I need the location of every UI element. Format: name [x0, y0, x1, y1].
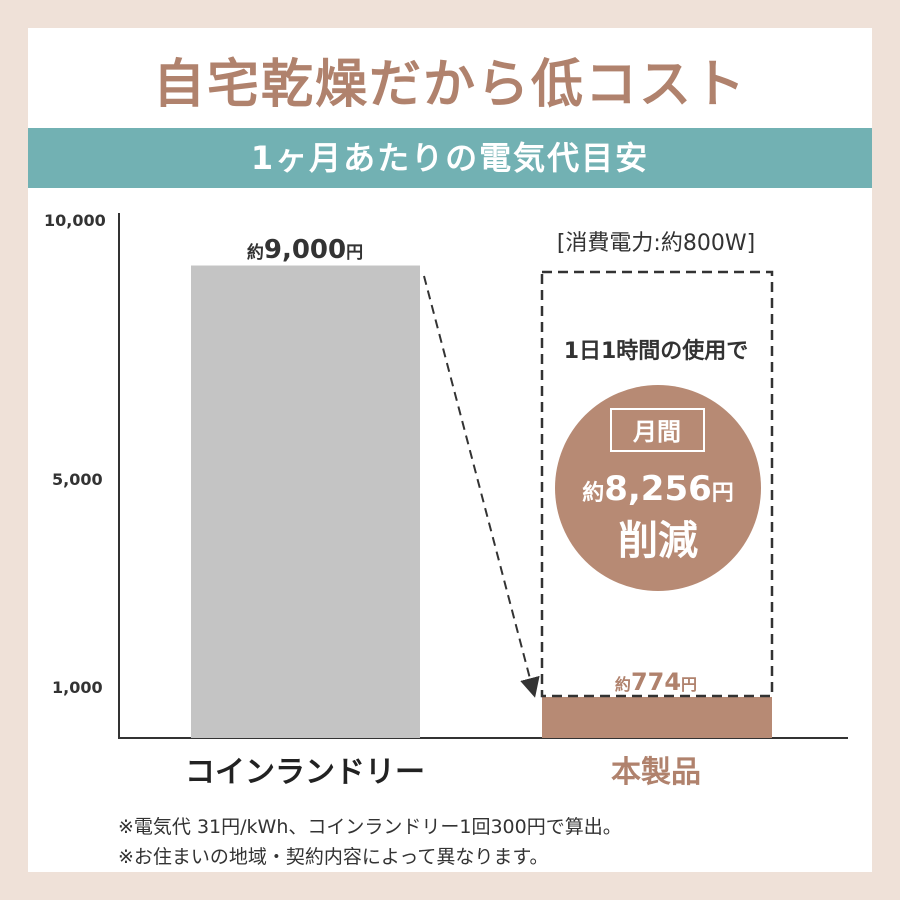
ytick-label-0: 10,000 [44, 211, 106, 230]
monthly-badge [610, 408, 705, 452]
savings-circle [555, 385, 761, 591]
footnote-1: ※電気代 31円/kWh、コインランドリー1回300円で算出。 [118, 816, 622, 838]
value-label-product: 約774円 [615, 668, 697, 696]
category-label-coin-laundry: コインランドリー [185, 755, 425, 790]
savings-word: 削減 [618, 518, 698, 564]
footnote-2: ※お住まいの地域・契約内容によって異なります。 [118, 846, 549, 868]
savings-number: 8,256 [604, 469, 712, 509]
savings-amount: 約8,256円 [582, 469, 734, 509]
monthly-badge-label: 月間 [632, 418, 681, 446]
power-label: [消費電力:約800W] [557, 231, 755, 256]
value-suffix-1: 円 [681, 675, 697, 694]
value-number-1: 774 [631, 668, 681, 696]
ytick-label-1: 5,000 [52, 470, 103, 489]
subtitle-band [28, 128, 872, 188]
dashed-arrow [423, 275, 540, 698]
savings-suffix: 円 [712, 481, 734, 506]
bar-coin-laundry [191, 265, 420, 738]
savings-prefix: 約 [582, 480, 604, 506]
callout-box [540, 270, 774, 698]
page-title: 自宅乾燥だから低コスト [152, 55, 747, 115]
value-prefix-1: 約 [615, 675, 631, 694]
value-number-0: 9,000 [264, 235, 346, 265]
ytick-label-2: 1,000 [52, 678, 103, 697]
subtitle-text: 1ヶ月あたりの電気代目安 [250, 139, 650, 177]
bar-product [542, 697, 772, 738]
value-prefix-0: 約 [247, 242, 264, 263]
usage-text: 1日1時間の使用で [564, 339, 749, 364]
value-suffix-0: 円 [346, 243, 363, 263]
value-label-coin-laundry: 約9,000円 [247, 235, 363, 265]
category-label-product: 本製品 [611, 755, 701, 790]
